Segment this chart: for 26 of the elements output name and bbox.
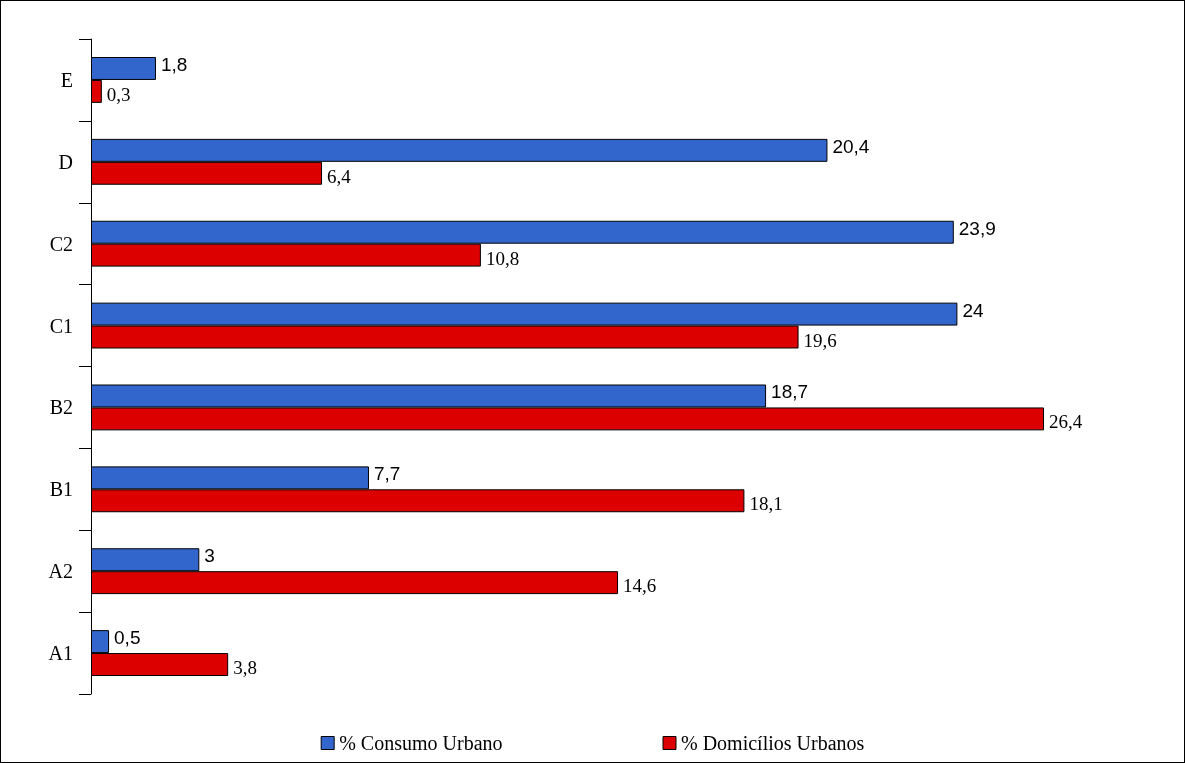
data-label: 0,3 (106, 83, 131, 105)
data-label: 10,8 (485, 247, 520, 269)
data-label: 7,7 (373, 463, 401, 485)
data-label: 3,8 (233, 657, 257, 679)
data-label: 24 (962, 299, 984, 321)
y-tick-label: B2 (49, 396, 73, 419)
y-tick-label: C1 (49, 314, 73, 337)
data-label: 14,6 (623, 575, 657, 597)
y-tick-label: A1 (48, 642, 73, 665)
y-tick-label: C2 (49, 232, 73, 255)
legend-label: % Consumo Urbano (339, 732, 503, 754)
data-label: 0,5 (114, 627, 141, 649)
legend-label: % Domicílios Urbanos (681, 732, 865, 754)
y-tick-label: D (58, 150, 73, 173)
data-label: 20,4 (832, 135, 870, 157)
data-label: 1,8 (160, 53, 188, 75)
data-label: 26,4 (1049, 411, 1083, 433)
data-label: 19,6 (803, 329, 837, 351)
y-tick-label: E (60, 68, 73, 91)
data-label: 18,7 (771, 381, 809, 403)
data-label: 18,1 (749, 493, 783, 515)
data-label: 3 (204, 545, 215, 567)
data-label: 6,4 (327, 165, 352, 187)
y-tick-label: A2 (48, 560, 73, 583)
data-label: 23,9 (958, 217, 996, 239)
y-tick-label: B1 (49, 478, 73, 501)
